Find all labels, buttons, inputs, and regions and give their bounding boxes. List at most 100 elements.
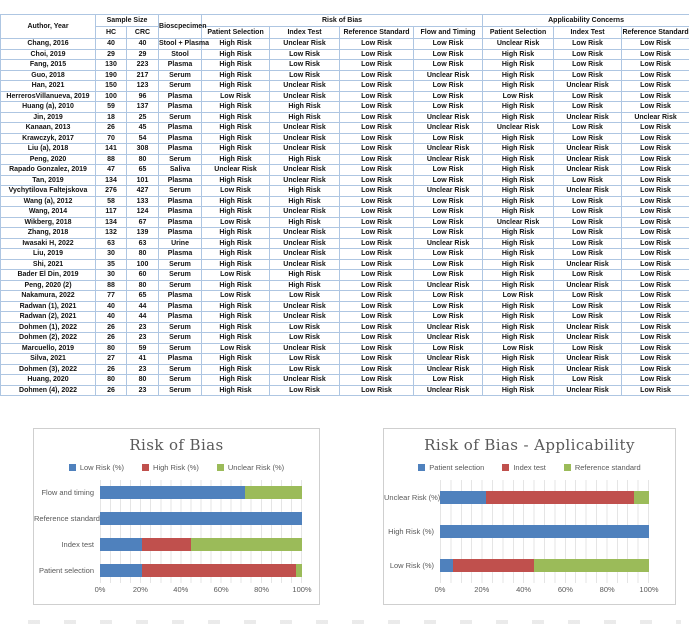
author-cell: Rapado Gonzalez, 2019 [0, 164, 96, 176]
table-cell: 132 [95, 227, 127, 239]
table-cell: High Risk [201, 332, 271, 344]
table-cell: High Risk [482, 353, 555, 365]
header-author-year: Author, Year [0, 14, 96, 39]
table-row: Kanaan, 2013 26 45 Plasma High Risk Unclear R… [0, 122, 689, 134]
table-cell: 223 [125, 59, 160, 71]
stacked-bar [440, 524, 649, 538]
table-cell: Low Risk [553, 69, 623, 81]
header-ac-index-test: Index Test [553, 26, 623, 39]
x-tick-label: 0% [434, 585, 446, 594]
table-cell: Low Risk [413, 174, 484, 186]
table-cell: 70 [95, 132, 127, 144]
table-cell: High Risk [269, 153, 341, 165]
table-cell: Low Risk [621, 101, 689, 113]
table-row: Peng, 2020 (2) 88 80 Serum High Risk High Ris… [0, 279, 689, 291]
table-cell: Unclear Risk [413, 237, 484, 249]
bar-segment [100, 537, 143, 551]
table-row: Wang (a), 2012 58 133 Plasma High Risk High R… [0, 195, 689, 207]
table-cell: Plasma [158, 353, 203, 365]
table-cell: Plasma [158, 300, 203, 312]
header-rob-index-test: Index Test [269, 26, 341, 39]
table-cell: High Risk [482, 269, 555, 281]
table-cell: Unclear Risk [553, 111, 623, 123]
table-cell: 23 [125, 321, 160, 333]
x-tick-label: 20% [132, 585, 148, 594]
author-cell: Bader El Din, 2019 [0, 269, 96, 281]
table-cell: High Risk [482, 248, 555, 260]
table-cell: 26 [95, 321, 127, 333]
table-cell: 63 [95, 237, 127, 249]
category-label: Low Risk (%) [389, 561, 434, 571]
header-rob-reference-standard: Reference Standard [339, 26, 415, 39]
table-cell: Low Risk [339, 48, 415, 60]
chart-category-row: Low Risk (%) [384, 549, 675, 583]
chart-category-row: Index test [34, 532, 319, 558]
table-cell: Low Risk [269, 353, 341, 365]
x-tick-label: 100% [292, 585, 312, 594]
table-cell: Unclear Risk [269, 374, 341, 386]
category-label: Reference standard [34, 514, 100, 524]
author-cell: Peng, 2020 [0, 153, 96, 165]
author-cell: Radwan (1), 2021 [0, 300, 96, 312]
table-cell: Low Risk [621, 174, 689, 186]
table-cell: Low Risk [553, 300, 623, 312]
table-cell: Unclear Risk [553, 279, 623, 291]
table-cell: Low Risk [339, 237, 415, 249]
table-row: Fang, 2015 130 223 Plasma High Risk Low Risk L… [0, 59, 689, 71]
table-cell: Low Risk [339, 90, 415, 102]
bar-segment [142, 563, 296, 577]
table-cell: Low Risk [621, 342, 689, 354]
table-cell: Unclear Risk [269, 164, 341, 176]
table-cell: High Risk [201, 174, 271, 186]
table-cell: Unclear Risk [201, 164, 271, 176]
table-row: Dohmen (2), 2022 26 23 Serum High Risk Low Ri… [0, 332, 689, 344]
legend-swatch-icon [563, 464, 571, 471]
table-cell: Low Risk [413, 59, 484, 71]
author-cell: Liu (a), 2018 [0, 143, 96, 155]
table-cell: Plasma [158, 101, 203, 113]
table-cell: Urine [158, 237, 203, 249]
header-rob-patient-selection: Patient Selection [201, 26, 271, 39]
table-cell: Low Risk [413, 195, 484, 207]
table-cell: Low Risk [482, 290, 555, 302]
table-cell: Low Risk [482, 342, 555, 354]
table-cell: Low Risk [339, 132, 415, 144]
table-cell: Low Risk [553, 206, 623, 218]
table-cell: Low Risk [621, 363, 689, 375]
table-cell: Low Risk [339, 69, 415, 81]
author-cell: Peng, 2020 (2) [0, 279, 96, 291]
table-cell: 40 [95, 311, 127, 323]
table-cell: High Risk [201, 206, 271, 218]
table-cell: Unclear Risk [553, 143, 623, 155]
table-cell: Serum [158, 363, 203, 375]
table-cell: High Risk [201, 59, 271, 71]
table-cell: Serum [158, 384, 203, 396]
table-cell: Low Risk [339, 269, 415, 281]
table-cell: High Risk [269, 216, 341, 228]
table-cell: Unclear Risk [269, 342, 341, 354]
table-cell: Low Risk [553, 132, 623, 144]
table-cell: Low Risk [553, 248, 623, 260]
stacked-bar [440, 490, 649, 504]
table-cell: Low Risk [201, 269, 271, 281]
table-cell: High Risk [201, 321, 271, 333]
table-cell: 26 [95, 122, 127, 134]
table-cell: 59 [125, 342, 160, 354]
table-cell: Low Risk [553, 237, 623, 249]
table-cell: Low Risk [413, 342, 484, 354]
table-cell: 100 [95, 90, 127, 102]
author-cell: Shi, 2021 [0, 258, 96, 270]
table-cell: Low Risk [339, 143, 415, 155]
table-cell: Low Risk [339, 279, 415, 291]
table-cell: Low Risk [339, 174, 415, 186]
table-cell: Unclear Risk [269, 80, 341, 92]
author-cell: Tan, 2019 [0, 174, 96, 186]
table-cell: 54 [125, 132, 160, 144]
table-cell: Low Risk [269, 363, 341, 375]
legend-item: Low Risk (%) [68, 463, 124, 472]
author-cell: Radwan (2), 2021 [0, 311, 96, 323]
table-cell: Low Risk [553, 290, 623, 302]
table-cell: Plasma [158, 311, 203, 323]
table-cell: 190 [95, 69, 127, 81]
table-cell: High Risk [201, 258, 271, 270]
